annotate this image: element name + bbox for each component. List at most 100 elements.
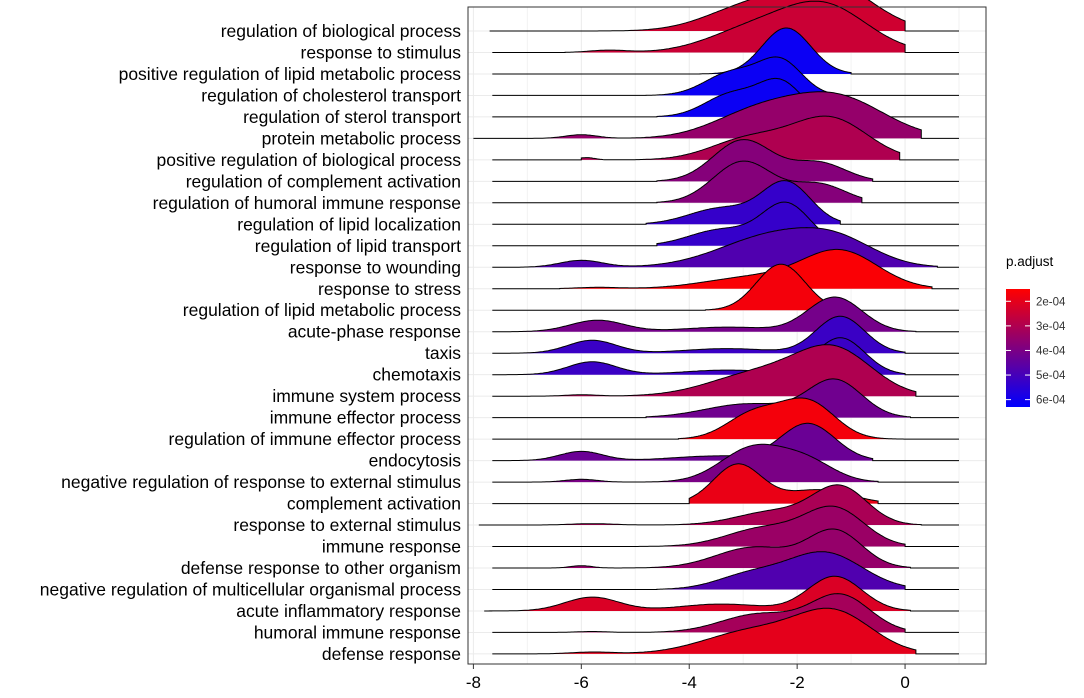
y-tick-label: regulation of lipid metabolic process — [183, 300, 461, 320]
y-tick-label: immune effector process — [270, 408, 462, 428]
ridge-area — [678, 398, 906, 440]
ridge-outline — [489, 0, 959, 32]
ridge-outline — [492, 551, 959, 590]
y-tick-label: defense response to other organism — [181, 558, 461, 578]
ridge-negative-regulation-of-response-to-external-stimulus — [492, 443, 959, 483]
ridge-outline — [473, 91, 959, 139]
y-tick-label: taxis — [425, 343, 461, 363]
ridge-area — [484, 576, 911, 611]
ridge-outline — [492, 315, 959, 354]
y-tick-label: immune response — [322, 537, 461, 557]
ridge-outline — [478, 484, 959, 526]
ridge-outline — [492, 160, 959, 204]
ridge-area — [565, 1, 906, 53]
y-tick-label: regulation of lipid localization — [237, 214, 461, 234]
ridge-defense-response — [492, 607, 959, 655]
ridge-acute-phase-response — [492, 296, 959, 333]
y-tick-label: regulation of humoral immune response — [153, 193, 461, 213]
ridge-regulation-of-complement-activation — [492, 139, 959, 182]
ridge-area — [656, 161, 862, 203]
y-tick-label: regulation of sterol transport — [243, 107, 461, 127]
legend-tick-label: 4e-04 — [1036, 345, 1066, 357]
ridge-immune-system-process — [492, 344, 959, 397]
x-tick-label: 0 — [900, 673, 909, 692]
y-tick-label: regulation of immune effector process — [169, 429, 462, 449]
ridge-series — [473, 0, 959, 655]
y-tick-label: response to wounding — [290, 257, 461, 277]
legend-tick-label: 2e-04 — [1036, 296, 1066, 308]
x-tick-label: -8 — [466, 673, 481, 692]
ridge-outline — [492, 201, 959, 247]
y-tick-label: immune system process — [272, 386, 461, 406]
term-labels: regulation of biological processresponse… — [40, 21, 461, 664]
y-tick-label: response to external stimulus — [233, 515, 461, 535]
y-tick-label: regulation of complement activation — [186, 171, 461, 191]
legend-title: p.adjust — [1006, 254, 1054, 269]
y-tick-label: negative regulation of multicellular org… — [40, 579, 461, 599]
ridge-outline — [492, 139, 959, 182]
y-tick-label: regulation of cholesterol transport — [201, 85, 461, 105]
ridge-outline — [492, 227, 959, 268]
ridge-area — [656, 139, 873, 182]
y-tick-label: endocytosis — [369, 451, 462, 471]
y-tick-label: regulation of lipid transport — [255, 236, 461, 256]
ridge-response-to-stimulus — [492, 0, 959, 53]
ridge-regulation-of-humoral-immune-response — [492, 160, 959, 204]
y-tick-label: protein metabolic process — [262, 128, 462, 148]
ridge-outline — [492, 505, 959, 547]
ridge-outline — [492, 443, 959, 483]
ridge-outline — [492, 607, 959, 655]
ridge-response-to-stress — [492, 248, 959, 290]
y-tick-label: response to stimulus — [301, 42, 462, 62]
y-tick-label: positive regulation of lipid metabolic p… — [119, 64, 462, 84]
ridge-area — [500, 316, 906, 354]
ridge-outline — [492, 180, 959, 225]
ridge-acute-inflammatory-response — [484, 575, 959, 612]
y-tick-label: acute-phase response — [288, 322, 461, 342]
y-tick-label: positive regulation of biological proces… — [157, 150, 462, 170]
y-tick-label: humoral immune response — [254, 622, 461, 642]
ridge-area — [516, 608, 916, 654]
ridge-outline — [492, 56, 959, 96]
y-tick-label: acute inflammatory response — [236, 601, 461, 621]
panel-border — [467, 6, 987, 665]
ridge-area — [700, 28, 852, 74]
ridge-area — [646, 378, 911, 418]
ridge-area — [559, 249, 932, 289]
ridge-outline — [492, 344, 959, 397]
y-tick-label: defense response — [322, 644, 461, 664]
ridge-area — [705, 264, 857, 311]
ridge-area — [495, 344, 916, 397]
legend-colorbar — [1006, 289, 1030, 407]
x-tick-label: -4 — [682, 673, 697, 692]
ridge-regulation-of-immune-effector-process — [492, 397, 959, 440]
ridge-positive-regulation-of-biological-process — [492, 115, 959, 161]
ridge-outline — [484, 575, 959, 612]
x-tick-label: -6 — [574, 673, 589, 692]
x-axis: -8 -6 -4 -2 0 — [466, 664, 910, 692]
legend-tick-label: 5e-04 — [1036, 370, 1066, 382]
ridge-outline — [492, 528, 959, 569]
y-tick-label: negative regulation of response to exter… — [61, 472, 461, 492]
ridge-area — [511, 444, 879, 483]
ridge-area — [495, 297, 916, 332]
ridge-outline — [492, 248, 959, 290]
ridge-outline — [492, 296, 959, 333]
ridge-outline — [492, 0, 959, 53]
ridge-outline — [492, 422, 959, 462]
y-tick-label: complement activation — [287, 494, 461, 514]
ridge-outline — [492, 115, 959, 161]
ridge-taxis — [492, 315, 959, 354]
ridge-area — [581, 116, 900, 160]
x-tick-label: -2 — [790, 673, 805, 692]
ridge-outline — [492, 337, 959, 376]
legend-tick-label: 6e-04 — [1036, 395, 1066, 407]
ridge-outline — [492, 593, 959, 633]
ridge-outline — [492, 397, 959, 440]
y-tick-label: chemotaxis — [372, 365, 461, 385]
legend: p.adjust 2e-04 3e-04 4e-04 5e-04 6e-04 — [1006, 254, 1066, 407]
legend-tick-label: 3e-04 — [1036, 321, 1066, 333]
y-tick-label: regulation of biological process — [221, 21, 462, 41]
